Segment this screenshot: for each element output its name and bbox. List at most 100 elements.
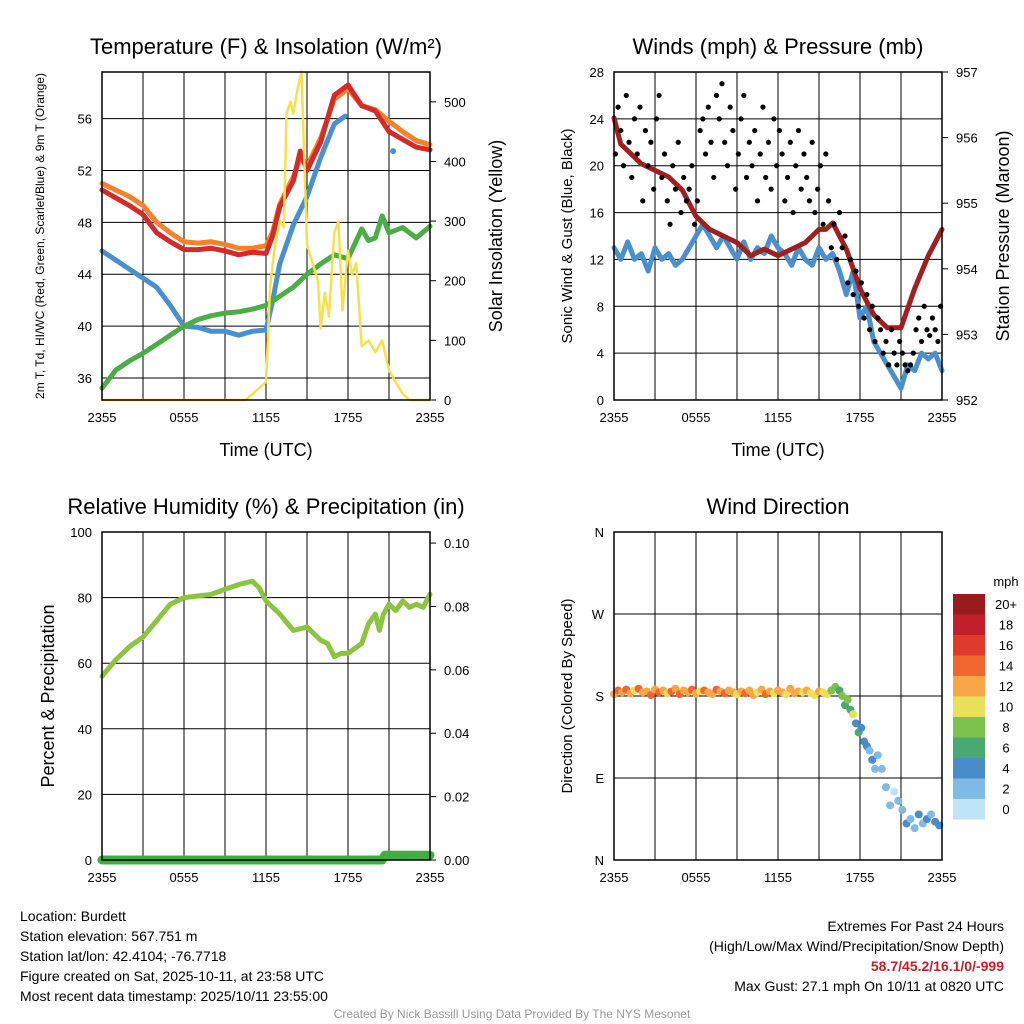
gust-point: [899, 350, 905, 356]
gust-point: [640, 198, 646, 204]
extremes-values: 58.7/45.2/16.1/0/-999: [870, 958, 1004, 974]
gust-point: [812, 209, 818, 216]
gust-point: [656, 92, 662, 99]
gust-point: [620, 163, 627, 169]
gust-point: [927, 332, 933, 339]
legend-label: 4: [1002, 761, 1009, 776]
y-tick-label: N: [595, 525, 604, 540]
gust-point: [784, 174, 791, 181]
gust-point: [921, 303, 927, 309]
gust-point: [768, 186, 774, 192]
y2-tick-label: 500: [444, 95, 466, 110]
legend-swatch: [953, 737, 985, 758]
y-tick-label: E: [595, 771, 604, 786]
gust-point: [651, 186, 657, 192]
x-tick-label: 1155: [252, 870, 280, 885]
gust-point: [752, 127, 758, 134]
gust-point: [875, 315, 881, 321]
gust-point: [795, 127, 802, 134]
gust-point: [902, 362, 908, 368]
legend-label: 14: [999, 659, 1013, 674]
gust-point: [891, 350, 897, 356]
y-tick-label: 28: [590, 65, 604, 80]
plot-frame: [613, 531, 943, 861]
y-tick-label: 8: [597, 299, 604, 314]
x-tick-label: 1755: [334, 870, 363, 885]
gust-point: [790, 209, 796, 216]
gust-point: [692, 221, 698, 227]
gust-point: [864, 291, 870, 298]
y2-tick-label: 0.00: [444, 853, 469, 868]
gust-point: [779, 151, 785, 157]
credit-text: Created By Nick Bassill Using Data Provi…: [333, 1007, 691, 1021]
legend-label: 18: [999, 618, 1013, 633]
y2-tick-label: 0.10: [444, 536, 469, 551]
series-rh: [99, 578, 433, 679]
extremes-title: Extremes For Past 24 Hours: [827, 918, 1004, 934]
gust-point: [763, 174, 769, 181]
gust-point: [626, 139, 632, 145]
gust-point: [713, 92, 720, 99]
y2-tick-label: 0.02: [444, 790, 469, 805]
gust-point: [845, 280, 851, 286]
gust-point: [817, 163, 823, 169]
y2-tick-label: 952: [956, 393, 978, 408]
gust-point: [907, 362, 914, 368]
gust-point: [702, 151, 709, 157]
x-tick-label: 2355: [928, 410, 957, 425]
y-tick-label: 36: [78, 371, 92, 386]
gust-point: [738, 116, 744, 122]
gust-point: [757, 151, 763, 157]
gust-point: [932, 327, 938, 333]
x-tick-label: 2355: [416, 410, 445, 425]
y-axis-label: Sonic Wind & Gust (Blue, Black): [559, 128, 576, 343]
direction-point: [886, 801, 895, 810]
legend-label: 0: [1002, 802, 1009, 817]
latlon-text: Station lat/lon: 42.4104; -76.7718: [20, 948, 227, 964]
legend-swatch: [953, 614, 985, 635]
chart-title: Winds (mph) & Pressure (mb): [633, 34, 924, 59]
y-tick-label: 80: [78, 591, 92, 606]
gust-point: [697, 127, 703, 134]
gust-point: [776, 127, 782, 134]
y-tick-label: W: [592, 607, 605, 622]
gust-point: [856, 303, 862, 309]
gust-point: [905, 368, 911, 374]
series-solar: [100, 70, 432, 402]
x-tick-label: 2355: [600, 410, 629, 425]
direction-point: [914, 810, 923, 819]
gust-point: [839, 245, 845, 251]
gust-point: [793, 163, 799, 169]
y2-tick-label: 0.04: [444, 726, 469, 741]
gust-point: [733, 186, 739, 192]
gust-point: [683, 198, 690, 204]
legend-swatch: [953, 778, 985, 799]
gust-point: [672, 186, 679, 192]
legend-label: 6: [1002, 741, 1009, 756]
gust-point: [661, 151, 668, 157]
chart-title: Temperature (F) & Insolation (W/m²): [90, 34, 442, 59]
direction-point: [873, 751, 882, 760]
legend-swatch: [953, 676, 985, 697]
gust-point: [858, 280, 864, 286]
gust-point: [913, 327, 919, 333]
gust-point: [760, 104, 766, 110]
gust-point: [746, 139, 752, 145]
gust-point: [724, 163, 731, 169]
direction-point: [906, 815, 915, 823]
gust-point: [637, 104, 643, 110]
legend-swatch: [953, 758, 985, 779]
gust-point: [711, 174, 717, 181]
gust-point: [847, 256, 854, 263]
legend-label: 10: [999, 700, 1013, 715]
x-tick-label: 1155: [252, 410, 280, 425]
y2-tick-label: 957: [956, 65, 978, 80]
gust-point: [828, 245, 834, 251]
direction-point: [877, 764, 886, 773]
gust-point: [823, 151, 829, 157]
y2-tick-label: 300: [444, 214, 466, 229]
legend-label: 20+: [995, 597, 1017, 612]
gust-point: [615, 104, 621, 110]
direction-point: [910, 824, 919, 833]
direction-point: [865, 746, 874, 755]
